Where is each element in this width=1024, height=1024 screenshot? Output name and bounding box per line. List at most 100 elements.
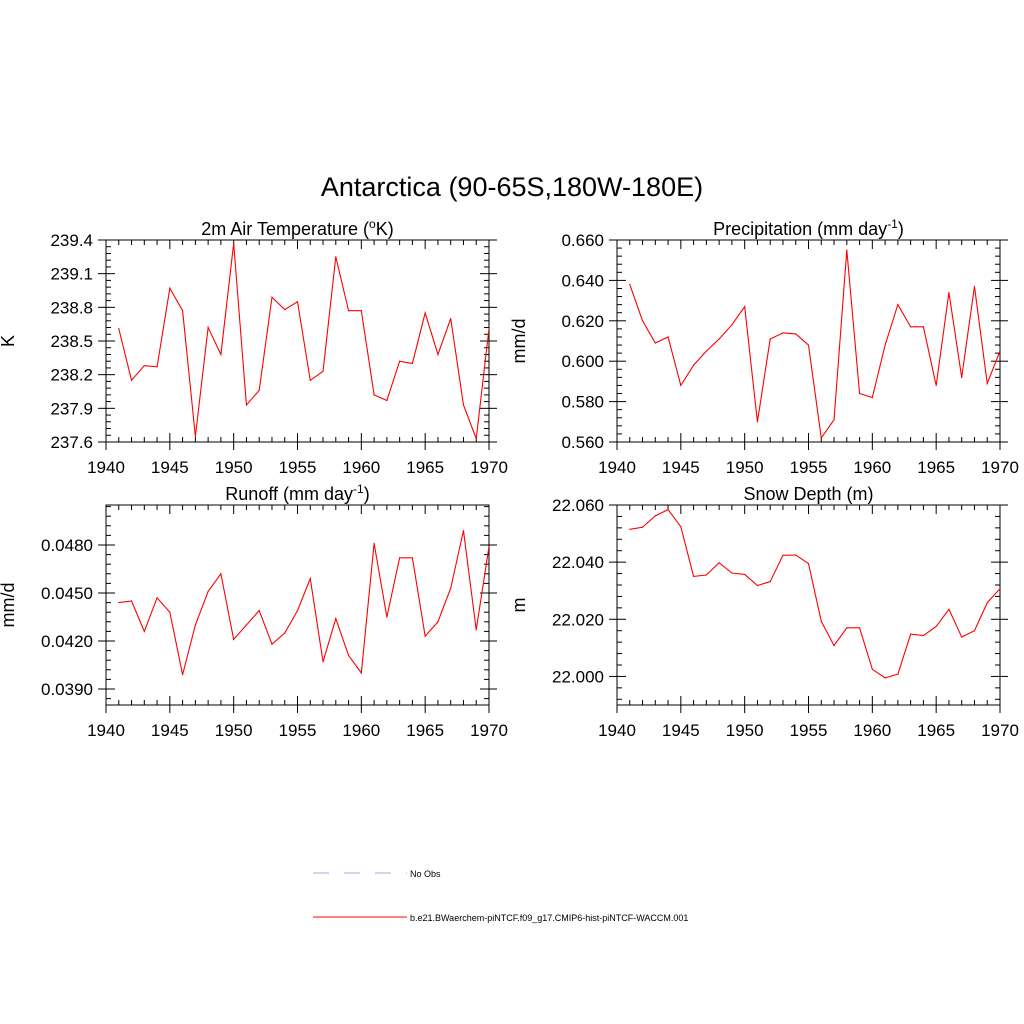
x-tick-label: 1950 xyxy=(215,721,253,740)
x-tick-label: 1950 xyxy=(726,458,764,477)
x-tick-label: 1945 xyxy=(662,721,700,740)
data-point xyxy=(833,419,835,421)
data-point xyxy=(118,328,120,330)
data-point xyxy=(450,587,452,589)
data-point xyxy=(296,301,299,303)
data-point xyxy=(258,389,260,391)
data-point xyxy=(807,344,810,346)
data-point xyxy=(961,376,963,378)
data-point xyxy=(271,643,273,645)
x-tick-label: 1960 xyxy=(342,458,380,477)
data-point xyxy=(156,597,158,599)
data-point xyxy=(641,320,644,322)
data-point xyxy=(756,421,759,423)
data-point xyxy=(284,308,286,311)
data-point xyxy=(910,326,912,328)
panel-title-sup: -1 xyxy=(353,482,364,496)
data-point xyxy=(360,310,362,312)
data-point xyxy=(935,384,937,387)
x-tick-label: 1965 xyxy=(917,458,955,477)
data-point xyxy=(373,394,375,396)
x-tick-label: 1960 xyxy=(342,721,380,740)
y-tick-label: 238.5 xyxy=(50,332,93,351)
data-point xyxy=(475,629,477,631)
x-tick-label: 1955 xyxy=(279,458,317,477)
x-tick-label: 1970 xyxy=(470,721,508,740)
data-point xyxy=(284,632,286,634)
panel-title-sup: -1 xyxy=(887,217,898,231)
y-tick-label: 239.4 xyxy=(50,231,93,250)
data-point xyxy=(437,621,439,623)
data-point xyxy=(654,515,656,517)
y-tick-label: 0.0450 xyxy=(41,584,93,603)
data-point xyxy=(922,326,925,328)
data-point xyxy=(450,317,452,320)
data-point xyxy=(731,572,733,574)
panel-title-tail: ) xyxy=(898,219,904,239)
y-tick-label: 0.0480 xyxy=(41,536,93,555)
series-line xyxy=(629,250,1000,440)
series-points xyxy=(629,249,1000,439)
data-point xyxy=(731,324,733,326)
data-point xyxy=(769,338,771,340)
data-point xyxy=(182,310,184,312)
data-point xyxy=(335,256,337,258)
y-tick-label: 238.8 xyxy=(50,298,93,317)
data-point xyxy=(411,557,413,559)
data-point xyxy=(897,304,899,306)
x-tick-label: 1955 xyxy=(279,721,317,740)
data-point xyxy=(233,638,235,641)
data-point xyxy=(846,627,848,629)
data-point xyxy=(462,530,465,532)
data-point xyxy=(833,644,835,647)
panels: 2m Air Temperature (oK) K 1940 1945 1950 1955… xyxy=(0,217,1019,740)
panel-1: 2m Air Temperature (oK) K 1940 1945 1950 1955… xyxy=(0,217,508,477)
data-point xyxy=(245,404,248,406)
legend-label: b.e21.BWaerchem-piNTCF.f09_g17.CMIP6-his… xyxy=(410,913,688,923)
data-point xyxy=(973,630,976,632)
data-point xyxy=(156,366,158,368)
data-point xyxy=(718,562,720,564)
series-line xyxy=(118,243,489,439)
data-point xyxy=(475,438,477,440)
data-point xyxy=(386,616,388,618)
data-point xyxy=(680,526,682,528)
data-point xyxy=(258,610,260,612)
panel-title: 2m Air Temperature (oK) xyxy=(201,217,393,239)
data-point xyxy=(820,437,822,439)
data-point xyxy=(143,365,145,367)
x-tick-label: 1960 xyxy=(853,458,891,477)
data-point xyxy=(871,668,873,670)
data-point xyxy=(399,557,401,559)
data-point xyxy=(360,672,362,674)
data-point xyxy=(347,654,350,657)
data-point xyxy=(795,333,797,335)
x-tick-label: 1950 xyxy=(215,458,253,477)
data-point xyxy=(693,575,695,578)
data-point xyxy=(462,404,465,406)
panel-title: Precipitation (mm day-1) xyxy=(713,217,904,239)
data-point xyxy=(820,620,822,622)
data-point xyxy=(399,360,401,362)
data-point xyxy=(629,528,631,530)
data-point xyxy=(667,508,669,511)
data-point xyxy=(373,542,375,545)
data-point xyxy=(680,384,682,387)
data-point xyxy=(744,306,746,308)
series-points xyxy=(118,242,489,440)
data-point xyxy=(207,326,209,329)
data-point xyxy=(922,634,925,637)
data-point xyxy=(411,362,413,365)
y-tick-label: 22.020 xyxy=(552,610,604,629)
data-point xyxy=(143,630,145,633)
figure-title: Antarctica (90-65S,180W-180E) xyxy=(321,172,703,202)
data-point xyxy=(322,661,324,663)
data-point xyxy=(386,399,388,402)
series-line xyxy=(118,530,489,675)
x-tick-label: 1940 xyxy=(87,721,125,740)
y-tick-label: 0.580 xyxy=(561,393,604,412)
data-point xyxy=(424,635,426,637)
data-point xyxy=(910,633,912,635)
panel-title-sup: o xyxy=(369,217,376,231)
data-point xyxy=(309,578,311,580)
